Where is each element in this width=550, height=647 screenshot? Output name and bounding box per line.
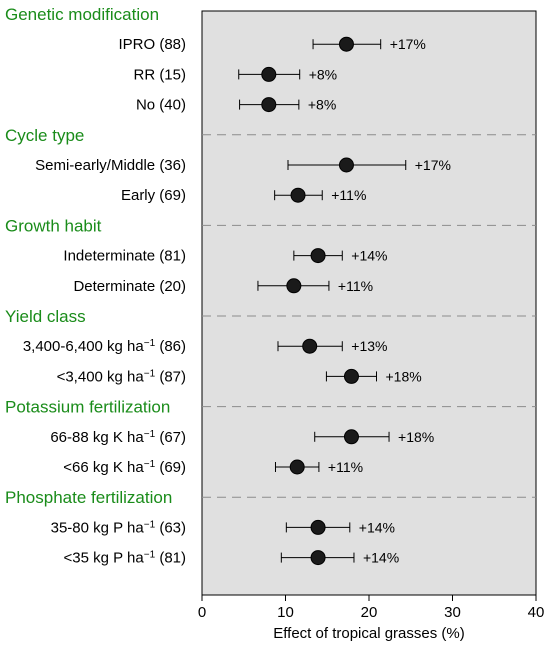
group-label: Phosphate fertilization [5,488,172,507]
group-label: Cycle type [5,126,84,145]
category-label: IPRO (88) [118,36,186,53]
data-point [302,338,318,354]
group-label: Growth habit [5,216,102,235]
category-label: Early (69) [121,187,186,204]
data-point [343,368,359,384]
data-point [343,429,359,445]
category-label: Determinate (20) [73,278,186,295]
group-label: Potassium fertilization [5,398,170,417]
data-point [310,248,326,264]
category-label: 3,400-6,400 kg ha−1 (86) [23,338,186,356]
data-point [310,550,326,566]
x-axis-title: Effect of tropical grasses (%) [273,625,464,642]
x-tick-label: 30 [444,604,461,621]
value-label: +17% [415,157,451,173]
value-label: +13% [351,338,387,354]
rows: Genetic modification IPRO (88) +17% RR (15)… [5,5,451,567]
value-label: +14% [363,550,399,566]
value-label: +14% [359,519,395,535]
x-tick-label: 40 [528,604,545,621]
category-label: <3,400 kg ha−1 (87) [57,368,186,386]
x-tick-label: 10 [277,604,294,621]
data-point [310,519,326,535]
category-label: 66-88 kg K ha−1 (67) [50,428,186,446]
value-label: +11% [328,459,363,475]
value-label: +14% [351,248,387,264]
category-label: 35-80 kg P ha−1 (63) [51,519,186,537]
category-label: Indeterminate (81) [63,248,186,265]
data-point [261,66,277,82]
value-label: +8% [308,97,336,113]
value-label: +11% [338,278,373,294]
separators [202,134,536,498]
data-point [289,459,305,475]
group-label: Genetic modification [5,5,159,24]
value-label: +17% [390,36,426,52]
category-label: No (40) [136,97,186,114]
data-point [290,187,306,203]
category-label: Semi-early/Middle (36) [35,157,186,174]
x-tick-label: 20 [361,604,378,621]
value-label: +11% [331,187,366,203]
value-label: +18% [398,429,434,445]
data-point [261,97,277,113]
plot-panel [201,10,537,596]
value-label: +18% [386,368,422,384]
group-label: Yield class [5,307,86,326]
category-label: <66 kg K ha−1 (69) [63,459,186,477]
x-axis: 0 10 20 30 40 [198,595,545,621]
category-label: RR (15) [133,66,186,83]
category-label: <35 kg P ha−1 (81) [64,549,186,567]
data-point [338,36,354,52]
data-point [286,278,302,294]
value-label: +8% [309,66,337,82]
x-tick-label: 0 [198,604,206,621]
data-point [338,157,354,173]
